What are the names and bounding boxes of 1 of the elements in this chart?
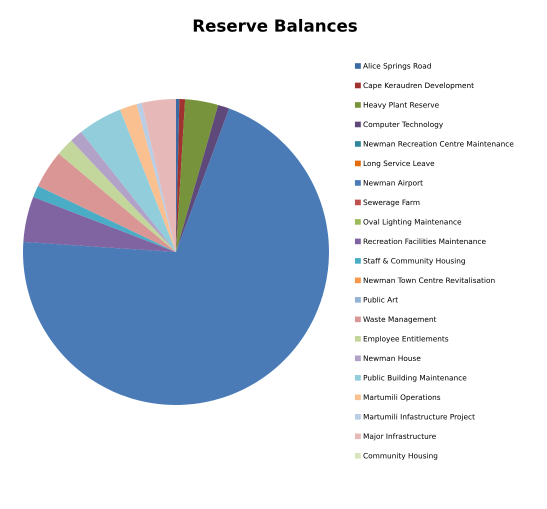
chart-title: Reserve Balances [194,18,357,32]
